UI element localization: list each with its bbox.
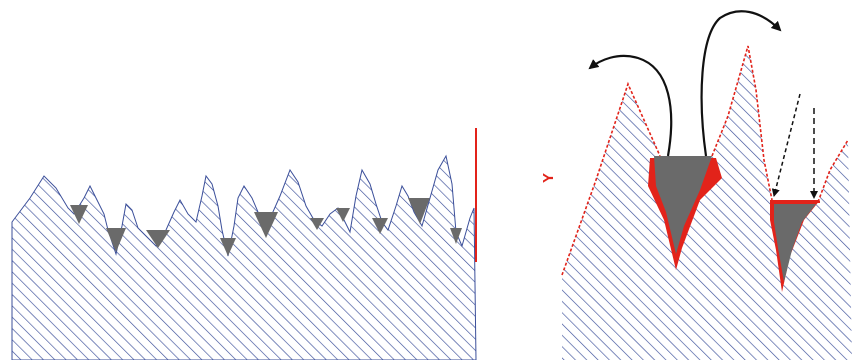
left-valley-fill-8 [372,218,388,234]
right-zoom-panel [561,10,852,360]
axis-label-y: Y [540,173,557,183]
curved-arrow-icon [588,54,673,157]
left-surface-hatched-body [11,154,477,360]
small-valley-grey-fill [774,204,816,282]
left-valley-fill-7 [336,208,350,222]
curved-arrow-icon [700,10,782,157]
left-valley-fill-9 [408,198,430,224]
left-valley-fill-6 [310,218,324,230]
right-profile-red-outline [561,45,849,276]
left-valley-fill-1 [70,205,88,224]
left-valley-fill-3 [146,230,170,248]
left-surface-panel [11,128,477,360]
left-valley-fill-10 [450,228,462,244]
large-valley-grey-fill [654,156,712,254]
right-surface-hatched-body [562,46,852,360]
dashed-arrow-icon [771,93,801,197]
left-valley-fill-2 [106,228,126,252]
left-valley-fill-5 [254,212,278,238]
left-valley-fill-4 [220,238,236,256]
